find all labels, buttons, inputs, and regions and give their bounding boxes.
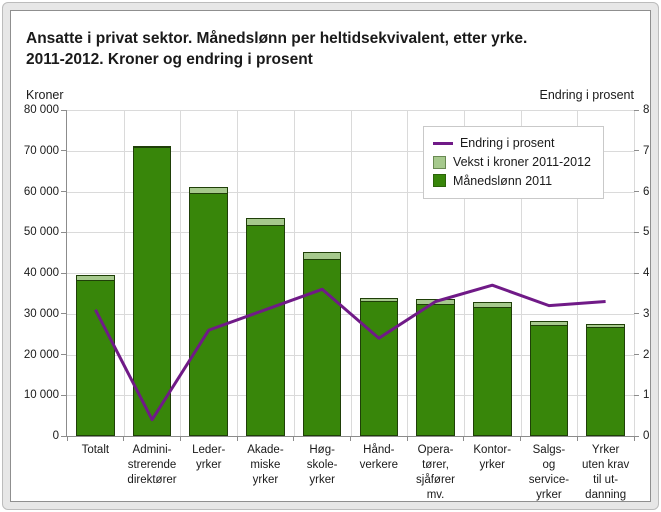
- right-axis-tick: [634, 313, 639, 315]
- x-axis-tick: [633, 436, 635, 441]
- endring-i-prosent-line: [94, 283, 606, 422]
- legend-item: Vekst i kroner 2011-2012: [432, 153, 591, 172]
- x-axis-tick: [123, 436, 125, 441]
- left-axis-tick-label: 0: [52, 430, 59, 442]
- right-axis-tick: [634, 354, 639, 355]
- left-axis-tick: [61, 354, 66, 355]
- right-axis-tick-label: 8: [643, 104, 650, 116]
- gridline-vertical: [577, 110, 579, 436]
- right-axis-title: Endring i prosent: [539, 88, 634, 102]
- gridline-vertical: [350, 110, 352, 436]
- gridline-vertical: [407, 110, 409, 436]
- right-axis-tick-label: 3: [643, 307, 650, 320]
- right-axis-tick: [634, 150, 639, 152]
- right-axis-tick-label: 7: [643, 144, 650, 157]
- bar-manedslonn-2011: [586, 327, 625, 436]
- right-axis-tick-label: 5: [643, 226, 650, 239]
- left-axis-tick: [61, 191, 66, 192]
- right-axis-tick-label: 6: [643, 185, 650, 198]
- legend-item-label: Vekst i kroner 2011-2012: [452, 154, 591, 169]
- x-axis-tick: [350, 436, 351, 441]
- legend-line-swatch: [432, 141, 453, 145]
- right-axis-tick-label: 2: [643, 348, 650, 361]
- chart-legend: Endring i prosent Vekst i kroner 2011-201…: [422, 126, 604, 200]
- bar-manedslonn-2011: [472, 306, 512, 436]
- left-axis-tick: [61, 313, 66, 315]
- right-axis-tick: [634, 231, 639, 233]
- x-axis-tick: [406, 436, 408, 441]
- x-axis-tick: [520, 436, 522, 441]
- right-axis-tick: [634, 109, 639, 111]
- x-axis-tick: [236, 436, 238, 441]
- left-axis-tick: [61, 150, 66, 152]
- left-axis-tick-label: 50 000: [23, 226, 59, 239]
- left-axis-tick-label: 40 000: [23, 267, 59, 279]
- left-axis-tick-label: 60 000: [23, 185, 59, 198]
- x-axis-tick: [463, 436, 465, 441]
- legend-item-label: Endring i prosent: [459, 136, 555, 150]
- left-axis-tick: [61, 435, 66, 437]
- gridline-vertical: [520, 110, 522, 436]
- gridline-vertical: [463, 110, 465, 436]
- chart-panel: Ansatte i privat sektor. Månedslønn per …: [10, 10, 651, 502]
- left-axis-tick: [61, 272, 66, 274]
- right-axis-tick: [634, 272, 639, 274]
- x-category-label: Yrker uten krav til ut- danning: [581, 444, 630, 501]
- right-axis-tick: [634, 394, 639, 396]
- x-axis-tick: [293, 436, 295, 441]
- x-category-label: Kontor- yrker: [473, 444, 512, 471]
- gridline-vertical: [123, 110, 125, 436]
- right-axis-tick-label: 1: [643, 389, 650, 402]
- chart-title: Ansatte i privat sektor. Månedslønn per …: [26, 29, 626, 71]
- x-axis-tick: [576, 436, 578, 441]
- bar-manedslonn-2011: [359, 301, 399, 436]
- left-axis-tick-label: 30 000: [23, 307, 59, 320]
- x-category-label: Salgs- og service- yrker: [528, 444, 570, 501]
- x-category-label: Opera- tører, sjåfører mv.: [416, 444, 456, 501]
- left-axis-tick-label: 20 000: [23, 348, 59, 361]
- left-axis-tick-label: 80 000: [23, 104, 59, 116]
- legend-box-swatch: [432, 174, 446, 188]
- x-category-label: Leder- yrker: [192, 444, 226, 471]
- gridline-vertical: [180, 110, 182, 436]
- x-category-label: Hånd- verkere: [359, 444, 399, 471]
- left-axis-tick-label: 10 000: [23, 389, 59, 402]
- right-axis-tick: [634, 435, 639, 437]
- left-axis-tick-label: 70 000: [23, 144, 59, 157]
- plot-area: 0 10 000 20 000 30 000 40 000 50 000 60 000 70 …: [24, 104, 650, 501]
- gridline-vertical: [293, 110, 295, 436]
- x-category-label: Høg- skole- yrker: [306, 444, 338, 486]
- right-axis-tick: [634, 191, 639, 192]
- bar-manedslonn-2011: [416, 303, 455, 436]
- right-axis-tick-label: 0: [643, 430, 650, 442]
- bar-manedslonn-2011: [246, 224, 285, 436]
- left-axis-tick: [61, 231, 66, 233]
- left-axis-title: Kroner: [26, 88, 64, 102]
- legend-item: Månedslønn 2011: [432, 172, 591, 191]
- bar-manedslonn-2011: [76, 279, 115, 436]
- bar-manedslonn-2011: [529, 325, 569, 436]
- chart-title-line2: 2011-2012. Kroner og endring i prosent: [26, 50, 313, 68]
- x-axis-tick: [179, 436, 181, 441]
- bar-manedslonn-2011: [132, 147, 172, 436]
- right-axis-tick-label: 4: [643, 267, 650, 279]
- x-category-label: Admini- strerende direktører: [127, 444, 177, 486]
- gridline-vertical: [237, 110, 239, 436]
- x-category-label: Totalt: [81, 444, 110, 456]
- left-axis-tick: [61, 109, 66, 111]
- bar-manedslonn-2011: [189, 193, 229, 436]
- legend-box-swatch: [432, 155, 446, 169]
- legend-item: Endring i prosent: [432, 134, 591, 153]
- left-axis-tick: [61, 394, 66, 396]
- x-category-label: Akade- miske yrker: [247, 444, 284, 486]
- left-axis-line: [66, 110, 67, 436]
- x-axis-tick: [66, 436, 68, 441]
- chart-title-line1: Ansatte i privat sektor. Månedslønn per …: [26, 30, 528, 47]
- legend-item-label: Månedslønn 2011: [452, 173, 553, 188]
